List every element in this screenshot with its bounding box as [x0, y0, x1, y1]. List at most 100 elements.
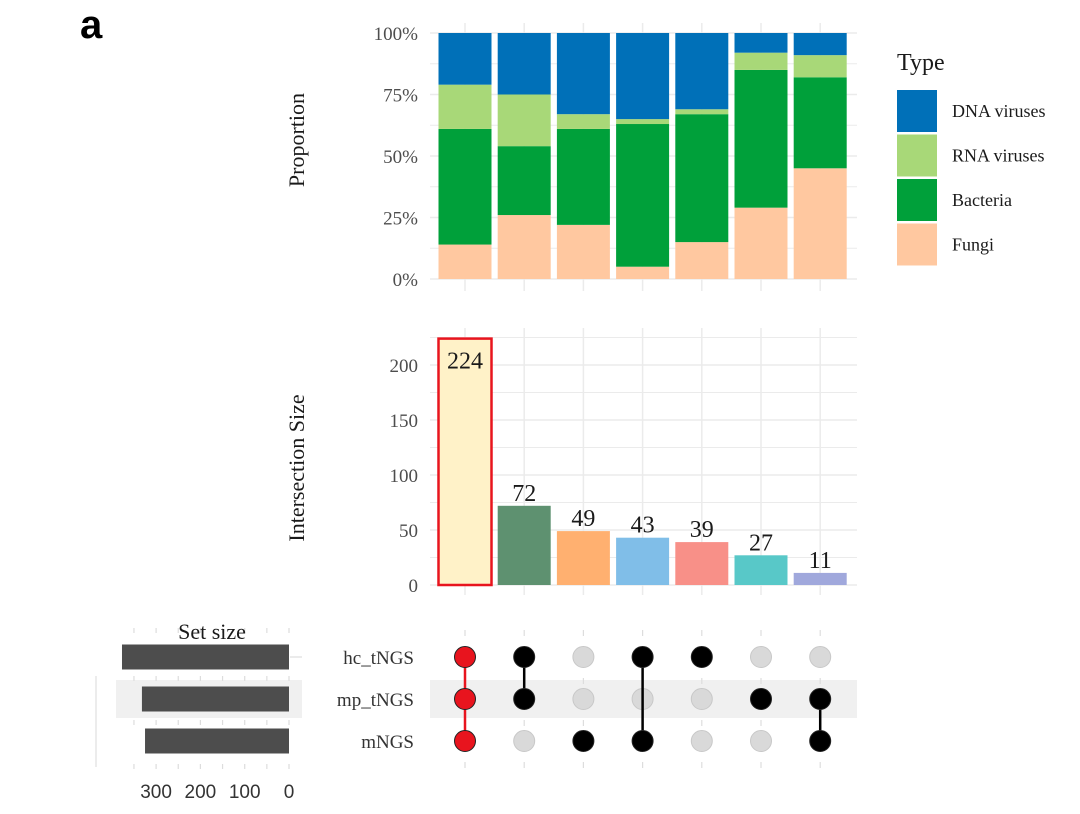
set-size-bar-mngs [145, 728, 289, 754]
matrix-dot-active [572, 730, 595, 752]
intersection-size-chart: 224 72 49 43 39 27 11 0 50 100 150 200 Intersectio… [284, 328, 857, 597]
intersection-data-label: 27 [749, 530, 773, 556]
proportion-y-tick-label: 100% [374, 24, 419, 45]
set-size-chart: 300 200 100 0 Set size [95, 619, 302, 803]
panel-letter: a [80, 3, 103, 47]
proportion-bar-segment-bacteria [734, 69, 788, 208]
legend-items: DNA viruses RNA viruses Bacteria Fungi [897, 90, 1046, 266]
matrix-dot-inactive [690, 730, 713, 752]
intersection-bar [437, 337, 493, 587]
set-size-bar-hc-tngs [121, 644, 289, 670]
matrix-dot-active [631, 646, 654, 668]
proportion-bar-segment-bacteria [675, 114, 729, 243]
set-size-x-tick-label: 100 [229, 782, 261, 803]
type-legend: Type DNA viruses RNA viruses Bacteria Fungi [897, 50, 1046, 266]
intersection-data-label: 72 [512, 481, 536, 507]
intersection-bar [556, 531, 610, 585]
legend-label: Bacteria [952, 190, 1012, 210]
set-label-mngs: mNGS [361, 732, 414, 753]
matrix-dot-inactive [513, 730, 536, 752]
matrix-dot-active [631, 730, 654, 752]
set-size-x-tick-label: 200 [185, 782, 217, 803]
proportion-bar-segment-fungi [497, 215, 551, 279]
intersection-y-tick-label: 50 [399, 521, 418, 542]
proportion-bar-segment-dna-viruses [675, 33, 729, 110]
proportion-chart: 0% 25% 50% 75% 100% Proportion [284, 23, 857, 291]
proportion-y-axis-title: Proportion [284, 93, 309, 187]
proportion-bar-segment-rna-viruses [497, 94, 551, 147]
matrix-dot-active [750, 688, 772, 710]
proportion-y-ticks: 0% 25% 50% 75% 100% [374, 24, 419, 291]
legend-swatch-rna-viruses [897, 134, 937, 177]
proportion-bar-segment-rna-viruses [616, 119, 670, 125]
matrix-dot-active [809, 688, 832, 710]
proportion-bar-segment-fungi [616, 266, 670, 279]
intersection-data-labels: 224 72 49 43 39 27 11 [447, 349, 832, 574]
proportion-bar-segment-rna-viruses [556, 114, 610, 129]
proportion-bar-segment-dna-viruses [734, 33, 788, 53]
matrix-dot-inactive [572, 688, 595, 710]
proportion-bar-segment-bacteria [616, 124, 670, 267]
proportion-bar-segment-rna-viruses [734, 52, 788, 70]
intersection-y-tick-label: 100 [390, 466, 419, 487]
proportion-bar-segment-dna-viruses [497, 33, 551, 95]
proportion-y-tick-label: 0% [393, 270, 419, 291]
legend-swatch-dna-viruses [897, 90, 937, 132]
intersection-bar [734, 555, 788, 585]
proportion-bar-segment-bacteria [497, 146, 551, 216]
intersection-bar [497, 505, 551, 585]
matrix-dot-active [454, 646, 476, 668]
intersection-bars [437, 337, 847, 587]
proportion-bar-segment-dna-viruses [616, 33, 670, 120]
intersection-y-tick-label: 0 [409, 576, 419, 597]
intersection-data-label: 49 [571, 506, 595, 532]
intersection-y-axis-title: Intersection Size [284, 394, 309, 541]
set-size-x-tick-label: 0 [284, 782, 295, 803]
set-size-bar-mp-tngs [141, 686, 289, 712]
set-size-gridticks [133, 628, 302, 769]
set-label-mp-tngs: mp_tNGS [337, 690, 414, 711]
legend-label: DNA viruses [952, 101, 1046, 121]
matrix-dot-active [690, 646, 713, 668]
proportion-bar-segment-dna-viruses [556, 33, 610, 115]
intersection-bar [616, 537, 670, 585]
set-size-bars [121, 644, 289, 754]
matrix-dot-active [513, 646, 536, 668]
proportion-bar-segment-rna-viruses [793, 55, 847, 78]
matrix-dot-active [454, 688, 476, 710]
proportion-bar-segment-fungi [675, 242, 729, 279]
proportion-bars [438, 33, 847, 279]
intersection-data-label: 224 [447, 349, 483, 375]
legend-label: RNA viruses [952, 146, 1045, 166]
intersection-y-ticks: 0 50 100 150 200 [390, 356, 419, 597]
matrix-dot-active [454, 730, 476, 752]
intersection-data-label: 11 [809, 548, 832, 574]
proportion-bar-segment-bacteria [793, 77, 847, 169]
proportion-y-tick-label: 75% [383, 86, 418, 107]
intersection-bar [793, 572, 847, 585]
intersection-data-label: 39 [690, 517, 714, 543]
proportion-y-tick-label: 25% [383, 209, 418, 230]
matrix-dot-active [513, 688, 536, 710]
intersection-bar [675, 542, 729, 585]
proportion-bar-segment-fungi [438, 244, 492, 279]
proportion-bar-segment-dna-viruses [438, 33, 492, 85]
upset-matrix: hc_tNGS mp_tNGS mNGS [337, 630, 857, 768]
proportion-bar-segment-bacteria [556, 128, 610, 225]
proportion-bar-segment-rna-viruses [438, 84, 492, 129]
intersection-y-tick-label: 150 [390, 411, 419, 432]
proportion-bar-segment-bacteria [438, 128, 492, 245]
set-label-hc-tngs: hc_tNGS [343, 648, 414, 669]
proportion-bar-segment-fungi [556, 224, 610, 279]
matrix-dots [454, 646, 832, 752]
proportion-bar-segment-fungi [793, 168, 847, 279]
legend-label: Fungi [952, 235, 994, 255]
matrix-dot-inactive [750, 646, 772, 668]
proportion-bar-segment-fungi [734, 207, 788, 279]
proportion-bar-segment-dna-viruses [793, 33, 847, 56]
set-size-title: Set size [178, 619, 246, 644]
intersection-data-label: 43 [631, 513, 655, 539]
legend-title: Type [897, 50, 945, 76]
legend-swatch-bacteria [897, 179, 937, 221]
